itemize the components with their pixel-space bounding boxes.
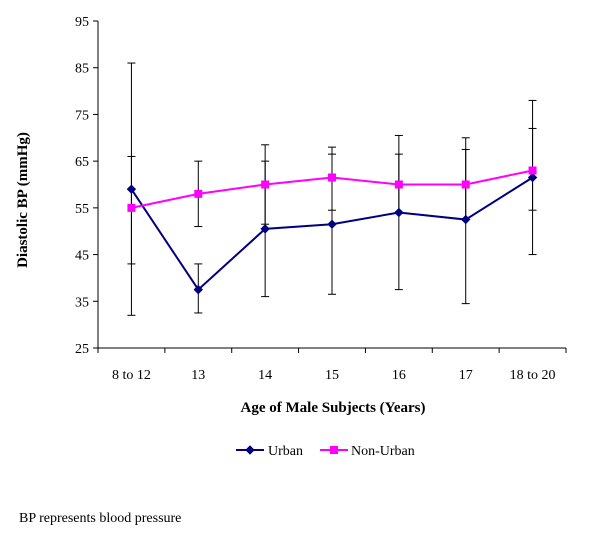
data-point-urban [193, 284, 203, 295]
data-point-urban [394, 207, 404, 218]
data-point-urban [527, 172, 538, 183]
legend-label-non-urban: Non-Urban [351, 444, 415, 459]
footnote: BP represents blood pressure [19, 511, 182, 526]
x-axis-title: Age of Male Subjects (Years) [241, 400, 426, 416]
x-axis: 8 to 12 13 14 15 16 17 18 to 20 [97, 347, 567, 383]
x-tick-label: 18 to 20 [510, 368, 556, 383]
y-axis-title: Diastolic BP (mmHg) [15, 132, 31, 268]
data-point-non-urban [528, 166, 537, 175]
x-tick-label: 14 [258, 368, 272, 383]
y-tick-label: 35 [75, 295, 89, 310]
data-point-non-urban [261, 180, 270, 189]
legend-item-urban: Urban [236, 444, 303, 459]
y-tick-label: 55 [75, 202, 89, 217]
x-tick-label: 17 [459, 368, 473, 383]
legend-marker-urban [245, 445, 255, 455]
series-urban [126, 172, 538, 295]
plot-area: 25 35 45 55 65 75 85 95 8 to 12 13 14 15 16 17 18 to … [75, 15, 567, 383]
series-non-urban [127, 166, 537, 212]
data-point-non-urban [328, 173, 336, 182]
series-layer [126, 62, 538, 316]
y-tick-label: 45 [75, 249, 89, 264]
x-tick-label: 13 [191, 368, 205, 383]
data-point-non-urban [127, 203, 136, 212]
x-tick-label: 16 [392, 368, 406, 383]
chart: 25 35 45 55 65 75 85 95 8 to 12 13 14 15 16 17 18 to … [15, 15, 567, 459]
data-point-urban [126, 184, 137, 194]
data-point-urban [327, 219, 337, 229]
y-tick-label: 65 [75, 155, 89, 170]
y-tick-label: 25 [75, 342, 89, 357]
data-point-non-urban [394, 180, 403, 189]
legend-marker-non-urban [330, 446, 338, 454]
data-point-non-urban [194, 189, 203, 198]
y-axis: 25 35 45 55 65 75 85 95 [75, 15, 99, 357]
y-tick-label: 85 [75, 62, 89, 77]
y-tick-label: 75 [75, 108, 89, 123]
x-tick-label: 8 to 12 [112, 368, 151, 383]
data-point-urban [260, 224, 270, 234]
y-tick-label: 95 [75, 15, 89, 30]
legend: Urban Non-Urban [236, 444, 415, 459]
data-point-non-urban [461, 180, 470, 189]
x-tick-label: 15 [325, 368, 339, 383]
legend-item-non-urban: Non-Urban [320, 444, 415, 459]
legend-label-urban: Urban [268, 444, 303, 459]
data-point-urban [461, 214, 471, 225]
